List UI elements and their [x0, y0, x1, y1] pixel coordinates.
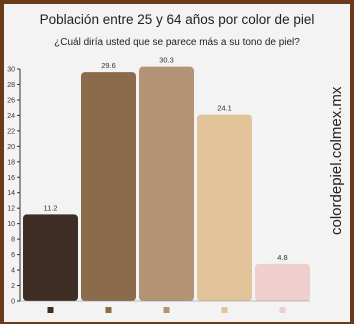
y-tick-label: 20 — [7, 144, 15, 151]
data-label: 24.1 — [217, 104, 232, 113]
data-label: 4.8 — [277, 253, 287, 262]
y-tick-label: 0 — [11, 299, 15, 306]
bar — [197, 114, 252, 301]
y-tick-label: 28 — [7, 82, 15, 89]
category-swatch — [105, 307, 112, 313]
bar — [81, 72, 136, 302]
y-tick-label: 4 — [11, 268, 15, 275]
y-tick-label: 12 — [7, 206, 15, 213]
bar — [23, 214, 78, 301]
data-label: 30.3 — [159, 56, 174, 65]
y-tick-label: 10 — [7, 221, 15, 228]
chart-title: Población entre 25 y 64 años por color d… — [39, 12, 315, 27]
category-swatch — [221, 307, 228, 313]
data-label: 11.2 — [43, 203, 57, 212]
bar — [255, 263, 310, 301]
y-tick-label: 16 — [7, 175, 15, 182]
category-swatch — [47, 307, 54, 313]
data-label: 29.6 — [101, 61, 116, 70]
y-tick-label: 14 — [7, 190, 15, 197]
y-tick-label: 6 — [11, 252, 15, 259]
chart-subtitle: ¿Cuál diría usted que se parece más a su… — [54, 37, 300, 48]
y-tick-label: 2 — [11, 283, 15, 290]
category-swatch — [279, 307, 286, 313]
y-tick-label: 30 — [7, 67, 15, 74]
y-tick-label: 26 — [7, 97, 15, 104]
y-tick-label: 24 — [7, 113, 15, 120]
y-tick-label: 8 — [11, 237, 15, 244]
bar — [139, 66, 194, 302]
y-tick-label: 18 — [7, 159, 15, 166]
category-swatch — [163, 307, 170, 313]
y-tick-label: 22 — [7, 128, 15, 135]
